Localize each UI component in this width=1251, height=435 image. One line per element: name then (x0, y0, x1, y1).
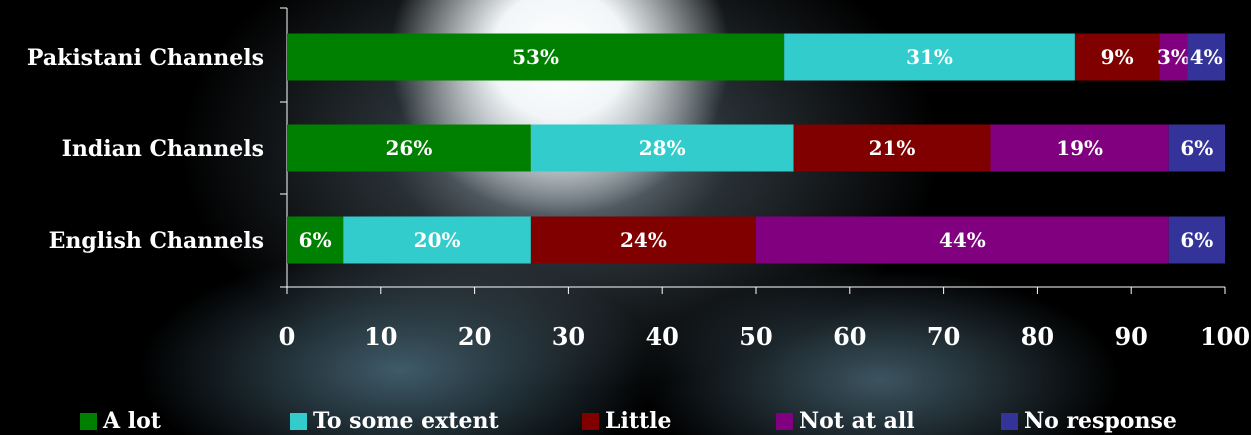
bar-segment (1074, 33, 1160, 81)
bar-segment (530, 124, 794, 172)
x-tick-label: 80 (1021, 322, 1054, 351)
data-label: 4% (1190, 45, 1223, 69)
data-label: 28% (639, 136, 686, 160)
legend-item: To some extent (290, 408, 499, 434)
x-tick-label: 60 (833, 322, 866, 351)
stacked-bar-chart: 0 10 20 30 40 50 60 70 80 90 100 Pakistani Channels… (27, 7, 1250, 351)
data-label: 3% (1157, 45, 1190, 69)
bar-segment (343, 216, 531, 264)
data-label: 24% (620, 228, 667, 252)
bar-segment (1159, 33, 1188, 81)
bar-segment (530, 216, 756, 264)
legend: A lot To some extent Little Not at all No re… (0, 408, 1251, 435)
x-tick-label: 100 (1200, 322, 1250, 351)
category-label: English Channels (49, 228, 264, 254)
bar-segment (756, 216, 1169, 264)
bar-segment (287, 124, 531, 172)
bar-segment (990, 124, 1169, 172)
data-label: 20% (414, 228, 461, 252)
x-tick-label: 90 (1114, 322, 1147, 351)
x-tick-label: 10 (364, 322, 397, 351)
legend-item: No response (1001, 408, 1177, 434)
data-label: 21% (869, 136, 916, 160)
legend-item: Not at all (776, 408, 915, 434)
x-tick-label: 0 (279, 322, 296, 351)
bar-segment (784, 33, 1075, 81)
legend-label: A lot (103, 408, 161, 434)
x-tick-label: 50 (739, 322, 772, 351)
data-label: 6% (1180, 136, 1213, 160)
legend-label: Little (605, 408, 672, 434)
bar-segment (1168, 216, 1225, 264)
legend-swatch (290, 412, 307, 430)
data-label: 53% (512, 45, 559, 69)
x-tick-label: 20 (458, 322, 491, 351)
data-label: 6% (299, 228, 332, 252)
x-tick-label: 70 (927, 322, 960, 351)
data-label: 31% (906, 45, 953, 69)
data-label: 6% (1180, 228, 1213, 252)
legend-item: A lot (80, 408, 161, 434)
bar-segment (1187, 33, 1225, 81)
legend-swatch (1001, 412, 1018, 430)
legend-item: Little (582, 408, 672, 434)
data-label: 26% (386, 136, 433, 160)
category-label: Pakistani Channels (27, 45, 264, 71)
category-label: Indian Channels (62, 136, 264, 162)
legend-swatch (80, 412, 97, 430)
legend-swatch (582, 412, 599, 430)
x-tick-label: 30 (552, 322, 585, 351)
legend-label: No response (1024, 408, 1177, 434)
data-label: 19% (1056, 136, 1103, 160)
bar-segment (793, 124, 991, 172)
x-tick-label: 40 (645, 322, 678, 351)
bar-segment (287, 33, 785, 81)
data-label: 9% (1101, 45, 1134, 69)
legend-swatch (776, 412, 793, 430)
bar-segment (287, 216, 344, 264)
bar-segment (1168, 124, 1225, 172)
legend-label: Not at all (799, 408, 915, 434)
legend-label: To some extent (313, 408, 499, 434)
data-label: 44% (939, 228, 986, 252)
